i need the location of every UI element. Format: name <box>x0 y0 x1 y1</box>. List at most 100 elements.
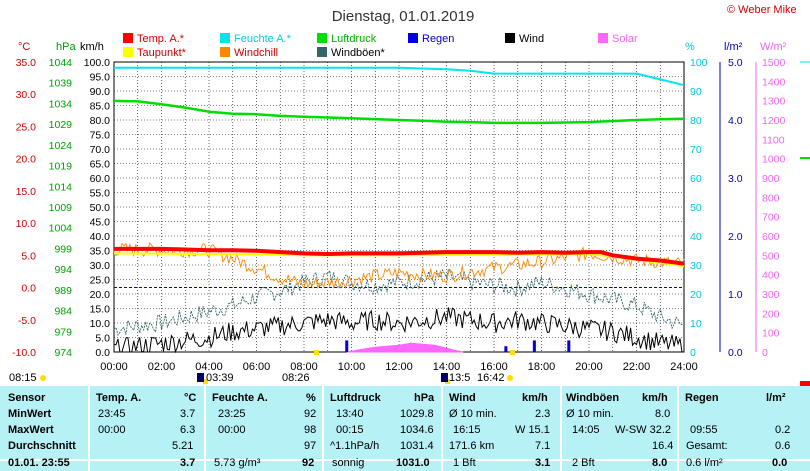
legend-swatch <box>220 33 230 43</box>
axis-unit: km/h <box>80 41 104 53</box>
wind-tick: 90.0 <box>90 86 111 98</box>
humidity-tick: 60 <box>690 173 702 185</box>
wind-tick: 35.0 <box>90 246 111 258</box>
temp-header: Temp. A. <box>96 392 142 404</box>
time-tick: 04:00 <box>195 361 223 373</box>
plot-grid <box>113 61 685 353</box>
sunset-icon <box>507 375 513 381</box>
gusts-max: W-SW 32.2 <box>615 424 672 436</box>
time-tick: 10:00 <box>338 361 366 373</box>
row-label-avg: Durchschnitt <box>8 440 76 452</box>
rain-tick: 1.0 <box>728 289 743 301</box>
wind-min: 2.3 <box>535 408 551 420</box>
solar-tick: 1100 <box>762 134 785 146</box>
pressure-tick: 1039 <box>49 78 73 90</box>
sun-icon <box>203 379 208 384</box>
pressure-tick: 1034 <box>49 98 73 110</box>
row-label-sensor: Sensor <box>8 392 46 404</box>
rain-tick: 5.0 <box>728 57 743 69</box>
temp-tick: -10.0 <box>12 347 36 359</box>
pressure-tick: 994 <box>54 264 72 276</box>
solar-tick: 300 <box>762 289 780 301</box>
temp-min-time: 23:45 <box>98 408 126 420</box>
rain-max: 0.2 <box>775 424 791 436</box>
pressure-tick: 974 <box>54 347 72 359</box>
col-sep <box>560 386 562 471</box>
temp-unit: °C <box>184 392 197 404</box>
temp-tick: -5.0 <box>18 315 36 327</box>
humidity-min-time: 23:25 <box>218 408 246 420</box>
col-sep <box>677 386 679 471</box>
series-solar <box>346 342 464 353</box>
time-tick: 14:00 <box>433 361 461 373</box>
time-tick: 08:00 <box>290 361 318 373</box>
rain-tick: 4.0 <box>728 115 743 127</box>
chart-title: Dienstag, 01.01.2019 <box>332 8 475 25</box>
sun-marker-2: 08:26 <box>282 372 310 384</box>
pressure-header: Luftdruck <box>330 392 381 404</box>
pressure-max-time: 00:15 <box>336 424 364 436</box>
solar-tick: 1300 <box>762 96 786 108</box>
col-sep <box>441 386 443 471</box>
rain-max-time: 09:55 <box>690 424 718 436</box>
legend-label: Solar <box>612 33 638 45</box>
time-tick: 22:00 <box>623 361 651 373</box>
wind-header: Wind <box>449 392 476 404</box>
legend-swatch <box>505 33 515 43</box>
solar-tick: 800 <box>762 192 780 204</box>
legend-swatch <box>123 33 133 43</box>
humidity-tick: 10 <box>690 318 702 330</box>
axis-unit: W/m² <box>760 41 787 53</box>
time-tick: 12:00 <box>385 361 413 373</box>
gusts-avg: 16.4 <box>652 440 674 452</box>
humidity-abs: 5.73 g/m³ <box>214 457 261 469</box>
solar-tick: 1000 <box>762 154 786 166</box>
wind-distance: 171.6 km <box>449 440 495 452</box>
rain-tick: 3.0 <box>728 173 743 185</box>
temp-tick: 5.0 <box>21 250 36 262</box>
pressure-tick: 1014 <box>49 181 73 193</box>
wind-tick: 85.0 <box>90 101 111 113</box>
temp-tick: 25.0 <box>16 121 37 133</box>
sunrise-time: 08:15 <box>9 372 37 384</box>
axis-unit: l/m² <box>724 41 743 53</box>
legend-swatch <box>408 33 418 43</box>
rain-bar <box>532 340 536 352</box>
humidity-max-time: 00:00 <box>218 424 246 436</box>
pressure-avg: 1031.4 <box>400 440 434 452</box>
wind-tick: 80.0 <box>90 115 111 127</box>
pressure-current: 1031.0 <box>396 457 430 469</box>
axes: 35.0 30.0 25.0 20.0 15.0 10.0 5.0 0.0 -5.0 -10.0 1… <box>12 41 810 373</box>
pressure-tick: 1024 <box>49 140 73 152</box>
wind-tick: 60.0 <box>90 173 111 185</box>
humidity-tick: 70 <box>690 144 702 156</box>
wind-tick: 75.0 <box>90 130 111 142</box>
temp-tick: 35.0 <box>16 57 37 69</box>
sun-marker-4: 16:42 <box>477 372 505 384</box>
rain-bar <box>345 340 349 352</box>
wind-tick: 55.0 <box>90 188 111 200</box>
temp-marker <box>800 381 810 386</box>
wind-tick: 0.0 <box>95 347 110 359</box>
legend-label: Taupunkt* <box>137 47 187 59</box>
weather-chart: Dienstag, 01.01.2019 Temp. A.* Feuchte A.… <box>12 8 810 386</box>
time-tick: 16:00 <box>480 361 508 373</box>
humidity-tick: 90 <box>690 86 702 98</box>
wind-tick: 100.0 <box>84 57 110 69</box>
time-tick: 18:00 <box>528 361 556 373</box>
humidity-tick: 40 <box>690 231 702 243</box>
pressure-min: 1029.8 <box>400 408 434 420</box>
legend-label: Regen <box>422 33 454 45</box>
axis-unit: % <box>685 41 695 53</box>
humidity-tick: 0 <box>690 347 696 359</box>
solar-tick: 600 <box>762 231 780 243</box>
rain-unit: l/m² <box>766 392 786 404</box>
rain-current: 0.0 <box>772 457 788 469</box>
pressure-tick: 1009 <box>49 202 73 214</box>
temp-current: 3.7 <box>180 457 196 469</box>
temp-tick: 20.0 <box>16 154 37 166</box>
legend-label: Luftdruck <box>331 33 377 45</box>
legend: Temp. A.* Feuchte A.* Luftdruck Regen Wind So… <box>123 33 638 59</box>
legend-swatch <box>317 47 327 57</box>
solar-tick: 400 <box>762 270 780 282</box>
